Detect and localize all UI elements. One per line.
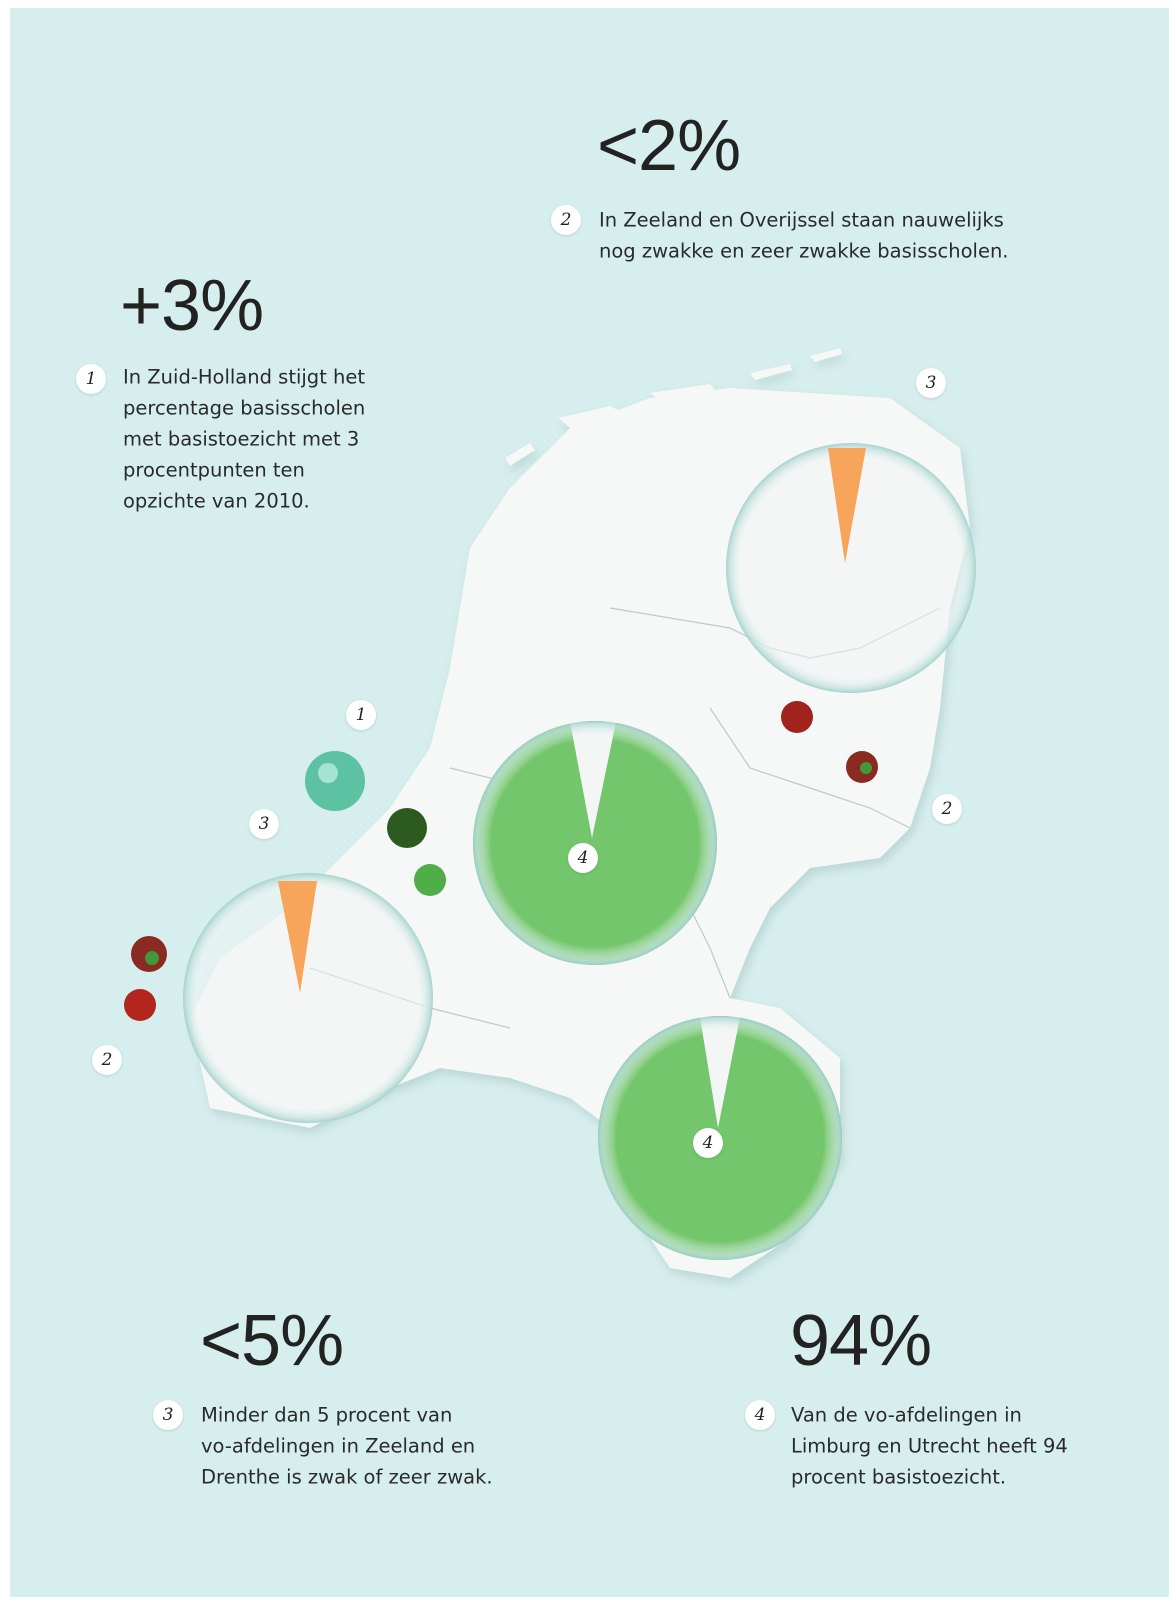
callout-marker: 2 bbox=[551, 205, 581, 235]
map-marker: 3 bbox=[916, 368, 946, 398]
map-marker: 2 bbox=[932, 794, 962, 824]
map-marker: 1 bbox=[346, 700, 376, 730]
map-marker: 4 bbox=[693, 1128, 723, 1158]
callout-text: procentpunten ten bbox=[123, 458, 305, 482]
green-pie bbox=[473, 721, 717, 965]
callout-text: met basistoezicht met 3 bbox=[123, 427, 360, 451]
callout-text: nog zwakke en zeer zwakke basisscholen. bbox=[599, 239, 1009, 263]
callout-marker: 3 bbox=[153, 1400, 183, 1430]
callout-text: In Zeeland en Overijssel staan nauwelijk… bbox=[599, 208, 1004, 232]
marbles bbox=[124, 701, 878, 1021]
callout-text: Limburg en Utrecht heeft 94 bbox=[791, 1434, 1068, 1458]
callout-text: Minder dan 5 procent van bbox=[201, 1403, 453, 1427]
callout-text: Drenthe is zwak of zeer zwak. bbox=[201, 1465, 493, 1489]
map-marker: 3 bbox=[249, 809, 279, 839]
petri-dish bbox=[726, 443, 976, 693]
callout-marker: 4 bbox=[745, 1400, 775, 1430]
map bbox=[124, 348, 976, 1278]
callout-text: vo-afdelingen in Zeeland en bbox=[201, 1434, 476, 1458]
callout-text: Van de vo-afdelingen in bbox=[791, 1403, 1022, 1427]
infographic: +3% 1 In Zuid-Holland stijgt het percentage… bbox=[10, 8, 1169, 1597]
stat-figure: <2% bbox=[597, 106, 741, 186]
petri-dish bbox=[183, 873, 433, 1123]
callout-text: procent basistoezicht. bbox=[791, 1465, 1007, 1489]
map-marker: 4 bbox=[568, 843, 598, 873]
stat-figure: 94% bbox=[790, 1301, 932, 1381]
callout-text: percentage basisscholen bbox=[123, 396, 366, 420]
callout-marker: 1 bbox=[76, 364, 106, 394]
callout-text: opzichte van 2010. bbox=[123, 489, 310, 513]
stat-figure: <5% bbox=[200, 1301, 344, 1381]
callout-text: In Zuid-Holland stijgt het bbox=[123, 365, 366, 389]
map-marker: 2 bbox=[92, 1045, 122, 1075]
stat-figure: +3% bbox=[120, 266, 264, 346]
